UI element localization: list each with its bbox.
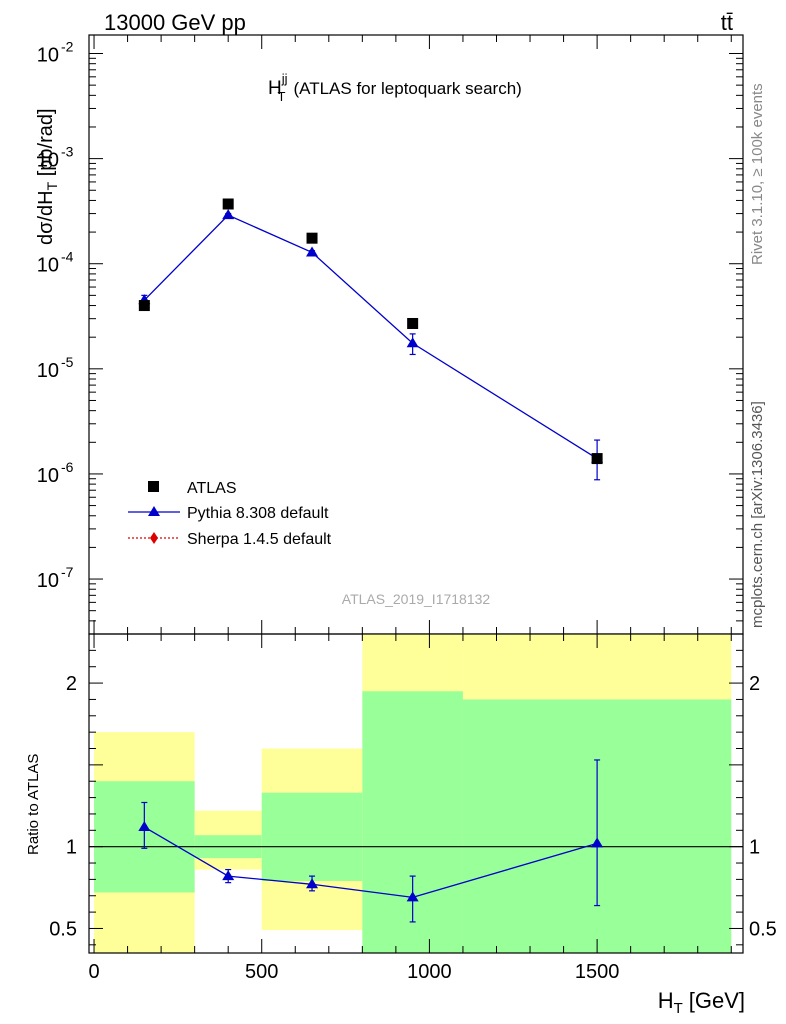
ratio-frame [88, 633, 744, 954]
main-y-tick-label: 10 [37, 45, 59, 67]
title-sup: jj [281, 71, 288, 86]
xlabel-sub: T [674, 1000, 683, 1017]
ratio-y-tick-label-right: 1 [749, 837, 760, 859]
ratio-y-tick-label: 2 [66, 673, 77, 695]
legend-marker-atlas [148, 481, 159, 492]
ratio-y-tick-label-right: 0.5 [749, 918, 777, 940]
ratio-point [222, 870, 235, 881]
atlas-point [591, 453, 603, 465]
x-tick-label: 0 [88, 961, 99, 983]
pythia-point [406, 337, 419, 348]
ratio-data-series [138, 759, 604, 923]
ratio-point [591, 837, 604, 848]
main-y-tick-label: 10 [37, 150, 59, 172]
main-y-tick-exponent: -5 [61, 354, 74, 370]
title-main: H [268, 78, 282, 99]
ratio-point [406, 891, 419, 902]
legend: ATLAS Pythia 8.308 default Sherpa 1.4.5 … [128, 480, 332, 548]
main-y-tick-label: 10 [37, 570, 59, 592]
main-y-tick-base: 10 [37, 360, 59, 382]
pythia-line [143, 214, 598, 460]
energy-label: 13000 GeV pp [104, 10, 246, 35]
ratio-y-tick-label: 1 [66, 837, 77, 859]
main-y-tick-label: 10 [37, 465, 59, 487]
pythia-point [306, 246, 319, 257]
x-axis-label: HT [GeV] [658, 988, 745, 1017]
legend-label-pythia: Pythia 8.308 default [187, 505, 329, 522]
main-y-tick-exponent: -7 [61, 564, 74, 580]
main-y-tick-label: 10 [37, 255, 59, 277]
atlas-point [306, 232, 318, 244]
legend-marker-pythia [148, 506, 160, 516]
atlas-point [138, 300, 150, 312]
main-y-tick-base: 10 [37, 255, 59, 277]
ratio-y-tick-label: 0.5 [49, 918, 77, 940]
main-y-tick-exponent: -6 [61, 459, 74, 475]
ratio-point [306, 878, 319, 889]
xlabel-rest: [GeV] [689, 988, 745, 1013]
main-data-series [138, 198, 604, 481]
main-y-tick-base: 10 [37, 150, 59, 172]
main-y-tick-label: 10 [37, 360, 59, 382]
legend-marker-sherpa [150, 532, 158, 544]
watermark: ATLAS_2019_I1718132 [342, 591, 491, 607]
legend-label-atlas: ATLAS [187, 480, 237, 497]
atlas-point [407, 317, 419, 329]
atlas-point [222, 198, 234, 210]
x-tick-label: 1000 [407, 961, 452, 983]
rivet-label: Rivet 3.1.10, ≥ 100k events [749, 83, 766, 265]
source-label: mcplots.cern.ch [arXiv:1306.3436] [749, 401, 766, 628]
xlabel-main: H [658, 988, 674, 1013]
main-y-tick-base: 10 [37, 465, 59, 487]
title-rest: (ATLAS for leptoquark search) [293, 79, 521, 98]
x-tick-label: 500 [245, 961, 278, 983]
main-axes: 10-210-310-410-510-610-7 [37, 34, 744, 635]
ratio-axes: 0 500 1000 1500 0.5 0.5 1 1 2 2 [49, 633, 777, 983]
ratio-band-green-2 [261, 792, 363, 882]
plot-title: Hjj T (ATLAS for leptoquark search) [268, 71, 522, 104]
x-tick-label: 1500 [575, 961, 620, 983]
main-y-tick-exponent: -3 [61, 144, 74, 160]
ratio-ylabel: Ratio to ATLAS [25, 754, 42, 855]
main-y-tick-exponent: -4 [61, 249, 74, 265]
main-y-tick-base: 10 [37, 570, 59, 592]
pythia-point [222, 209, 235, 220]
legend-label-sherpa: Sherpa 1.4.5 default [187, 531, 332, 548]
process-label: tt̄ [721, 10, 733, 35]
main-ylabel: dσ/dHT [pb/rad] [35, 108, 60, 245]
ratio-y-tick-label-right: 2 [749, 673, 760, 695]
main-y-tick-exponent: -2 [61, 39, 74, 55]
ratio-point [138, 821, 151, 832]
main-y-tick-base: 10 [37, 45, 59, 67]
title-sub: T [278, 89, 286, 104]
